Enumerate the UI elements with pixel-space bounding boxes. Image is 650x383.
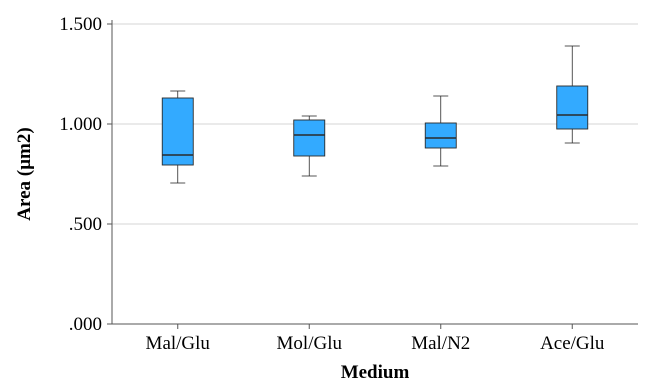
axes — [111, 20, 638, 325]
x-category-labels: Mal/Glu Mol/Glu Mal/N2 Ace/Glu — [146, 324, 605, 354]
x-category-label: Mal/N2 — [411, 333, 470, 354]
iqr-box — [161, 97, 194, 166]
box-group — [556, 45, 589, 144]
boxes — [161, 45, 589, 184]
x-category-label: Mol/Glu — [277, 333, 343, 354]
box-group — [424, 95, 457, 167]
y-tick-labels: .000 .500 1.000 1.500 — [59, 14, 112, 335]
x-category-label: Mal/Glu — [146, 333, 211, 354]
iqr-box — [424, 122, 457, 149]
y-tick-label: 1.000 — [59, 114, 102, 135]
box-group — [161, 90, 194, 184]
iqr-box — [293, 119, 326, 157]
y-axis-title: Area (µm2) — [14, 127, 35, 220]
box-group — [293, 115, 326, 177]
x-category-label: Ace/Glu — [540, 333, 605, 354]
y-tick-label: .000 — [69, 314, 102, 335]
gridlines — [112, 23, 638, 225]
y-tick-label: .500 — [69, 214, 102, 235]
y-tick-label: 1.500 — [59, 14, 102, 35]
x-axis-title: Medium — [341, 362, 410, 383]
iqr-box — [556, 85, 589, 130]
